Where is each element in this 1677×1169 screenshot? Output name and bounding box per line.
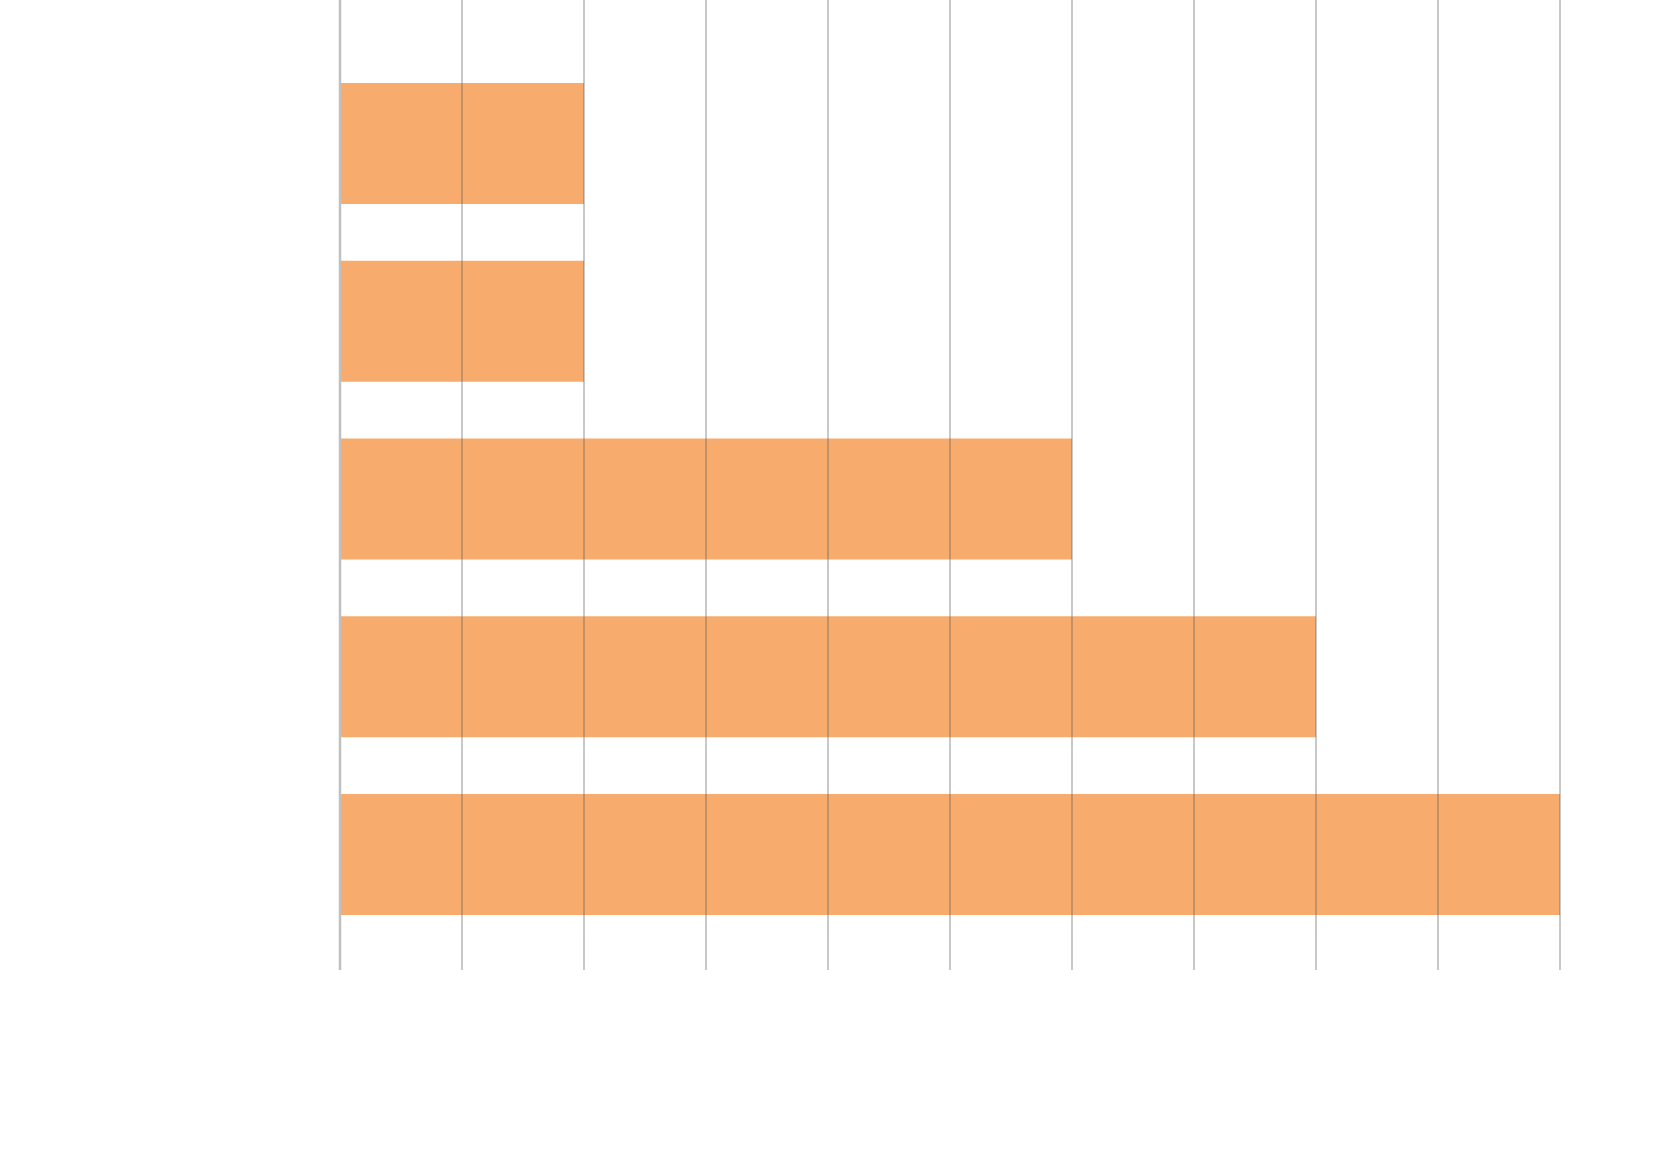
chart — [338, 0, 1561, 970]
page: (() => { const data = JSON.parse(documen… — [338, 0, 1561, 970]
